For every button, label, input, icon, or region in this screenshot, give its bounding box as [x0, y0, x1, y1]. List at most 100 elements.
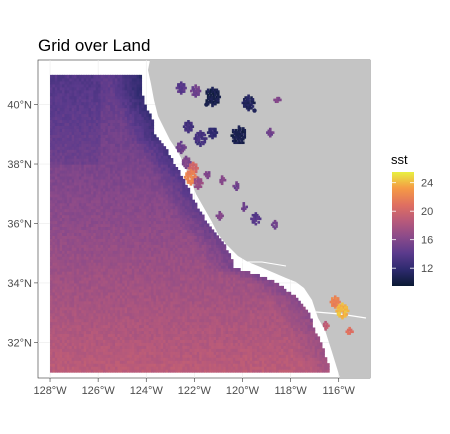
sst-cell [288, 336, 292, 340]
sst-cell [62, 241, 66, 245]
sst-cell [86, 336, 90, 340]
sst-cell [93, 357, 97, 361]
sst-cell [232, 339, 236, 343]
sst-cell [201, 306, 205, 311]
sst-cell [175, 235, 179, 239]
sst-cell [139, 327, 143, 332]
sst-cell [249, 321, 253, 326]
sst-cell [98, 369, 102, 373]
sst-cell [71, 273, 75, 278]
sst-cell [285, 315, 289, 320]
sst-cell [295, 309, 299, 314]
sst-cell [177, 318, 181, 323]
sst-cell [83, 327, 87, 332]
sst-cell [129, 288, 133, 293]
sst-cell [151, 262, 155, 266]
sst-cell [179, 366, 183, 370]
sst-cell [76, 279, 80, 284]
sst-cell [151, 291, 155, 296]
sst-cell [196, 279, 200, 284]
sst-cell [170, 259, 174, 263]
sst-cell [110, 223, 114, 228]
sst-cell [153, 247, 157, 251]
sst-cell [88, 315, 92, 320]
sst-cell [117, 220, 121, 225]
sst-cell [64, 220, 68, 225]
sst-cell [201, 369, 205, 373]
sst-cell [76, 297, 80, 302]
sst-cell [288, 339, 292, 343]
sst-cell [52, 259, 56, 263]
sst-cell [206, 369, 210, 373]
sst-cell [235, 297, 239, 302]
sst-cell [151, 312, 155, 317]
sst-cell [105, 366, 109, 370]
sst-cell [208, 244, 212, 248]
sst-cell [160, 235, 164, 239]
sst-cell [129, 238, 133, 242]
sst-cell [54, 273, 58, 278]
sst-cell [220, 318, 224, 323]
sst-cell [146, 214, 150, 219]
sst-cell [95, 309, 99, 314]
sst-cell [66, 312, 70, 317]
sst-cell [134, 285, 138, 290]
sst-cell [300, 303, 304, 308]
sst-cell [223, 282, 227, 287]
sst-cell [187, 333, 191, 337]
sst-cell [249, 360, 253, 364]
sst-cell [143, 288, 147, 293]
sst-cell [230, 339, 234, 343]
sst-cell [220, 285, 224, 290]
sst-cell [143, 229, 147, 233]
sst-cell [143, 363, 147, 367]
sst-cell [254, 285, 258, 290]
sst-cell [98, 247, 102, 251]
sst-cell [76, 235, 80, 239]
sst-cell [165, 366, 169, 370]
sst-cell [268, 303, 272, 308]
sst-cell [139, 348, 143, 352]
sst-cell [112, 321, 116, 326]
sst-cell [256, 360, 260, 364]
sst-cell [261, 363, 265, 367]
sst-cell [54, 211, 58, 216]
sst-cell [76, 351, 80, 355]
sst-cell [110, 297, 114, 302]
sst-cell [93, 324, 97, 329]
sst-cell [153, 318, 157, 323]
sst-cell [300, 366, 304, 370]
sst-cell [122, 294, 126, 299]
sst-cell [213, 369, 217, 373]
sst-cell [228, 306, 232, 311]
sst-cell [302, 369, 306, 373]
sst-cell [98, 282, 102, 287]
sst-cell [242, 312, 246, 317]
sst-cell [194, 300, 198, 305]
sst-cell [122, 268, 126, 272]
sst-cell [297, 327, 301, 332]
sst-cell [247, 282, 251, 287]
sst-cell [242, 318, 246, 323]
sst-cell [247, 357, 251, 361]
sst-cell [146, 294, 150, 299]
sst-cell [69, 291, 73, 296]
sst-cell [285, 318, 289, 323]
sst-cell [201, 265, 205, 269]
sst-cell [256, 345, 260, 349]
sst-cell [122, 366, 126, 370]
sst-cell [184, 354, 188, 358]
sst-cell [124, 366, 128, 370]
sst-cell [71, 211, 75, 216]
sst-cell [62, 291, 66, 296]
sst-cell [194, 220, 198, 225]
sst-cell [95, 235, 99, 239]
sst-cell [119, 214, 123, 219]
sst-cell [139, 220, 143, 225]
sst-cell [54, 291, 58, 296]
sst-cell [71, 345, 75, 349]
sst-cell [155, 229, 159, 233]
sst-cell [69, 321, 73, 326]
sst-cell [66, 241, 70, 245]
